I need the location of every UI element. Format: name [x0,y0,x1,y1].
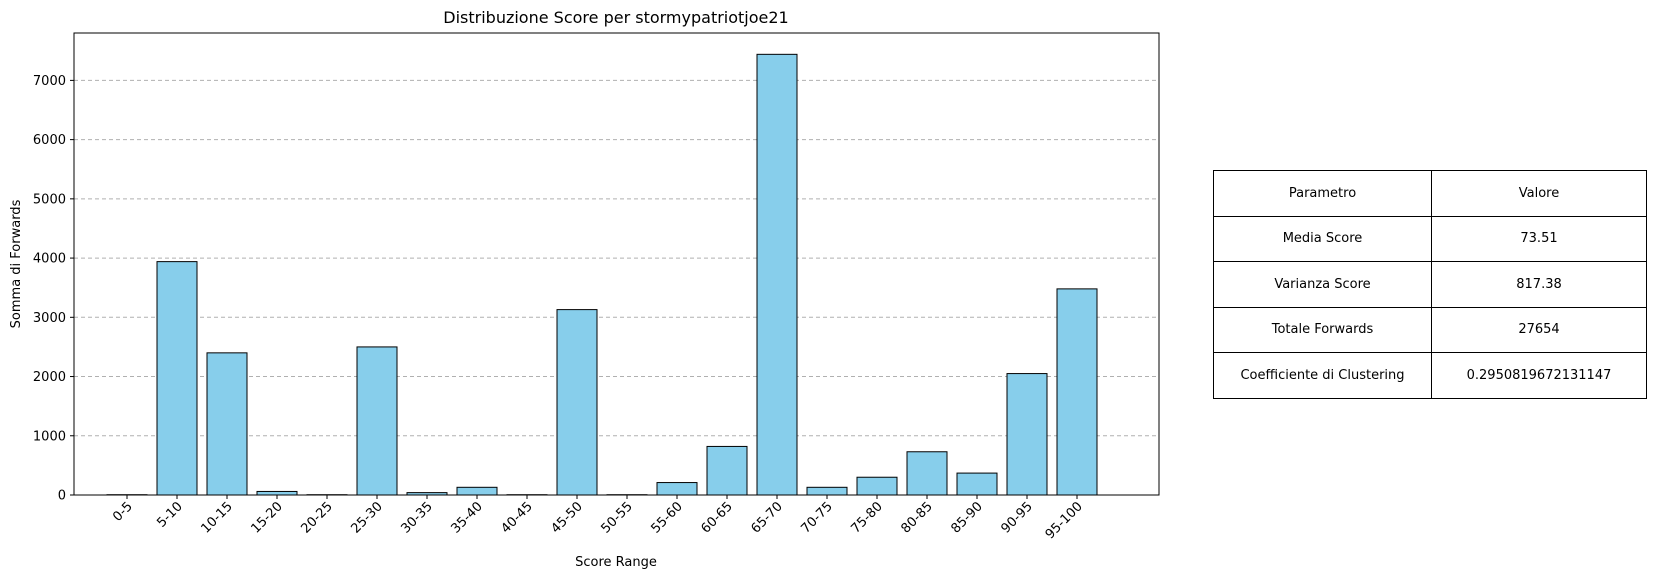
x-axis-ticks: 0-5 5-10 10-15 15-20 20-25 25-30 30-35 35-40 40-… [110,495,1086,542]
table-cell-param: Media Score [1213,215,1432,262]
table-header-row: Parametro Valore [1213,170,1647,217]
bar [906,451,948,496]
x-tick-label: 30-35 [399,499,436,536]
table-cell-param: Coefficiente di Clustering [1213,352,1432,399]
y-tick-label: 4000 [33,252,66,267]
table-row: Varianza Score 817.38 [1213,261,1647,308]
table-header-cell: Valore [1431,170,1647,217]
x-tick-label: 15-20 [249,499,286,536]
bar [456,486,498,496]
table-header-cell: Parametro [1213,170,1432,217]
y-tick-label: 0 [58,489,66,504]
bar [156,261,198,496]
y-tick-label: 6000 [33,133,66,148]
bar [256,490,298,496]
table-row: Media Score 73.51 [1213,215,1647,262]
bar [806,486,848,496]
table-cell-value: 817.38 [1431,261,1647,308]
x-tick-label: 55-60 [649,499,686,536]
x-tick-label: 60-65 [699,499,736,536]
x-tick-label: 50-55 [599,499,636,536]
bar [756,53,798,496]
y-tick-label: 5000 [33,192,66,207]
y-tick-label: 7000 [33,74,66,89]
x-tick-label: 85-90 [949,499,986,536]
table-cell-param: Totale Forwards [1213,306,1432,353]
plot-frame [73,32,1160,496]
bar [856,476,898,496]
bars [106,53,1098,496]
table-row: Totale Forwards 27654 [1213,306,1647,353]
x-tick-label: 10-15 [199,499,236,536]
table-row: Coefficiente di Clustering 0.29508196721… [1213,352,1647,399]
x-tick-label: 65-70 [749,499,786,536]
chart-title: Distribuzione Score per stormypatriotjoe… [443,8,788,27]
bar [656,482,698,496]
x-tick-label: 20-25 [299,499,336,536]
bar [1006,373,1048,496]
table-cell-value: 0.2950819672131147 [1431,352,1647,399]
x-tick-label: 75-80 [849,499,886,536]
bar [206,352,248,496]
y-tick-label: 1000 [33,429,66,444]
x-tick-label: 25-30 [349,499,386,536]
y-axis-label: Somma di Forwards [9,199,24,328]
x-tick-label: 5-10 [154,499,185,530]
y-axis-ticks: 0 1000 2000 3000 4000 5000 6000 7000 [33,74,74,504]
x-tick-label: 70-75 [799,499,836,536]
x-axis-label: Score Range [575,555,657,570]
x-tick-label: 80-85 [899,499,936,536]
bar [1056,288,1098,496]
x-tick-label: 45-50 [549,499,586,536]
table-cell-value: 27654 [1431,306,1647,353]
bar [956,472,998,496]
y-tick-label: 3000 [33,311,66,326]
table-cell-param: Varianza Score [1213,261,1432,308]
grid-lines [74,79,1159,437]
bar [556,309,598,496]
x-tick-label: 40-45 [499,499,536,536]
bar [706,445,748,496]
y-tick-label: 2000 [33,370,66,385]
stats-table: Parametro Valore Media Score 73.51 Varia… [1213,170,1647,399]
x-tick-label: 95-100 [1043,499,1086,542]
table-cell-value: 73.51 [1431,215,1647,262]
x-tick-label: 0-5 [110,499,136,525]
x-tick-label: 35-40 [449,499,486,536]
x-tick-label: 90-95 [999,499,1036,536]
bar [356,346,398,496]
bar-chart: Distribuzione Score per stormypatriotjoe… [9,8,1160,570]
